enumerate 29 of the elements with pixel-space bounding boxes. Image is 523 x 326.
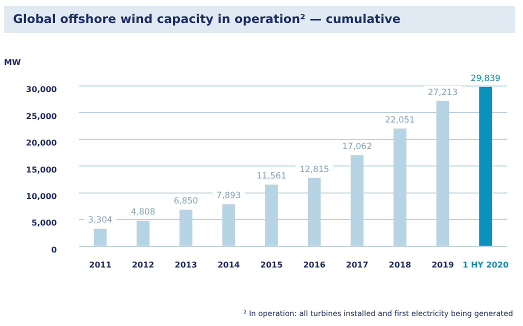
data-label: 3,304 [88, 216, 112, 226]
y-axis-title: MW [4, 58, 21, 67]
x-tick-label: 2018 [388, 260, 412, 270]
data-label: 11,561 [256, 172, 286, 182]
data-label: 6,850 [174, 196, 198, 207]
x-tick-label: 2011 [89, 260, 112, 270]
data-label: 7,893 [216, 191, 241, 202]
x-tick-label: 2019 [432, 260, 454, 270]
y-tick-label: 5,000 [32, 218, 58, 228]
y-tick-label: 25,000 [26, 112, 58, 121]
x-tick-label: 2012 [132, 260, 154, 270]
y-tick-label: 30,000 [26, 85, 58, 94]
data-label: 27,213 [428, 88, 458, 98]
data-label: 29,839 [470, 74, 500, 84]
y-tick-label: 10,000 [26, 192, 58, 202]
data-label: 17,062 [342, 142, 372, 152]
x-tick-label: 2017 [346, 260, 368, 270]
x-tick-label: 2014 [218, 260, 240, 270]
y-tick-label: 0 [51, 245, 58, 254]
data-label: 12,815 [299, 164, 330, 175]
data-label: 22,051 [385, 115, 415, 126]
x-tick-label: 2015 [260, 260, 284, 270]
y-tick-label: 20,000 [26, 138, 58, 148]
data-label: 4,808 [130, 208, 156, 218]
x-tick-label: 2016 [303, 260, 326, 270]
y-tick-label: 15,000 [26, 165, 58, 174]
chart-title: Global offshore wind capacity in operation² — cumulative [4, 6, 515, 33]
x-tick-label: 2013 [174, 260, 198, 270]
x-tick-label: 1 HY 2020 [462, 260, 509, 270]
